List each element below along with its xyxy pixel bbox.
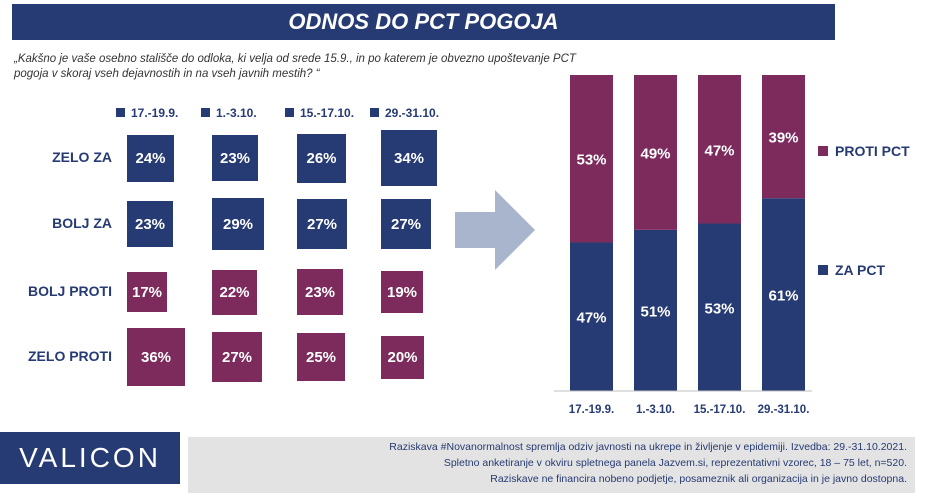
value-square: 29% — [212, 198, 264, 250]
bar-za-pct — [570, 242, 613, 391]
value-square: 24% — [127, 135, 174, 182]
table-legend-swatch — [116, 108, 125, 118]
x-tick-label: 15.-17.10. — [694, 404, 746, 416]
legend-entry-proti: PROTI PCT — [818, 143, 910, 159]
bar-value-label: 47% — [704, 142, 734, 159]
value-square: 17% — [127, 272, 167, 312]
value-square: 19% — [381, 271, 423, 313]
value-label: 34% — [393, 149, 425, 167]
bar-value-label: 49% — [640, 145, 670, 162]
legend-swatch-za — [818, 265, 828, 276]
arrow-right-icon — [455, 190, 535, 270]
row-label: BOLJ ZA — [52, 215, 112, 231]
x-tick-label: 29.-31.10. — [758, 404, 810, 416]
valicon-logo: VALICON — [0, 432, 180, 484]
legend-label-proti: PROTI PCT — [835, 143, 910, 159]
x-tick-label: 17.-19.9. — [569, 404, 614, 416]
value-square: 20% — [381, 336, 424, 379]
row-label: ZELO ZA — [52, 149, 112, 165]
bar-proti-pct — [570, 75, 613, 243]
table-legend-swatch — [370, 108, 379, 118]
footer-line-2: Spletno anketiranje v okviru spletnega p… — [443, 457, 907, 469]
bar-value-label: 61% — [768, 288, 798, 305]
value-label: 20% — [387, 349, 418, 366]
table-legend-item: 1.-3.10. — [201, 106, 257, 120]
value-label: 27% — [306, 215, 338, 233]
legend-swatch-proti — [818, 146, 828, 157]
bar-proti-pct — [762, 75, 805, 199]
value-label: 23% — [304, 283, 336, 301]
value-square: 27% — [381, 199, 431, 249]
bar-za-pct — [634, 229, 677, 391]
footer-note: Raziskava #Novanormalnost spremlja odziv… — [188, 437, 915, 493]
value-square: 25% — [297, 333, 345, 381]
table-legend-item: 29.-31.10. — [370, 106, 439, 120]
value-square: 27% — [212, 332, 262, 382]
table-legend-swatch — [285, 108, 294, 118]
table-legend-label: 29.-31.10. — [385, 106, 440, 120]
value-label: 26% — [306, 150, 337, 167]
value-label: 27% — [221, 348, 253, 366]
bar-proti-pct — [698, 75, 741, 224]
value-label: 23% — [219, 149, 251, 167]
value-square: 36% — [127, 328, 185, 386]
legend-label-za: ZA PCT — [835, 262, 886, 278]
value-square: 23% — [127, 201, 173, 247]
value-square: 23% — [212, 135, 258, 181]
value-label: 25% — [305, 348, 337, 366]
value-label: 27% — [390, 215, 422, 233]
table-legend-label: 1.-3.10. — [216, 106, 257, 120]
value-square: 34% — [381, 130, 437, 186]
bar-za-pct — [698, 223, 741, 391]
value-label: 23% — [134, 215, 166, 233]
bar-value-label: 53% — [576, 152, 606, 169]
value-square: 23% — [297, 269, 343, 315]
row-label: BOLJ PROTI — [27, 283, 112, 299]
stacked-bar-chart: 47% 53% 17.-19.9. 51% 49% 1.-3.10. 53% 47% 15.-1… — [554, 75, 812, 416]
bar-za-pct — [762, 198, 805, 391]
bar-value-label: 47% — [576, 310, 606, 327]
value-label: 19% — [386, 283, 418, 301]
value-square: 26% — [297, 134, 346, 183]
table-legend-label: 17.-19.9. — [131, 106, 179, 120]
value-label: 29% — [222, 215, 254, 233]
table-legend-item: 15.-17.10. — [285, 106, 354, 120]
page-title: ODNOS DO PCT POGOJA — [12, 4, 835, 40]
value-label: 24% — [135, 150, 166, 167]
footer-line-1: Raziskava #Novanormalnost spremlja odziv… — [389, 441, 907, 453]
footer-line-3: Raziskave ne financira nobeno podjetje, … — [490, 473, 907, 485]
bar-value-label: 51% — [640, 303, 670, 320]
survey-question: „Kakšno je vaše osebno stališče do odlok… — [14, 53, 576, 80]
value-square: 22% — [212, 270, 257, 315]
value-label: 17% — [131, 283, 163, 301]
bar-value-label: 39% — [768, 130, 798, 147]
value-label: 22% — [219, 284, 250, 301]
table-legend-label: 15.-17.10. — [300, 106, 355, 120]
table-legend-swatch — [201, 108, 210, 118]
legend-entry-za: ZA PCT — [818, 262, 885, 278]
value-label: 36% — [140, 348, 172, 366]
x-tick-label: 1.-3.10. — [636, 404, 675, 416]
table-legend-item: 17.-19.9. — [116, 106, 178, 120]
bar-proti-pct — [634, 75, 677, 230]
row-label: ZELO PROTI — [28, 348, 112, 364]
value-square: 27% — [297, 199, 347, 249]
bar-value-label: 53% — [704, 300, 734, 317]
